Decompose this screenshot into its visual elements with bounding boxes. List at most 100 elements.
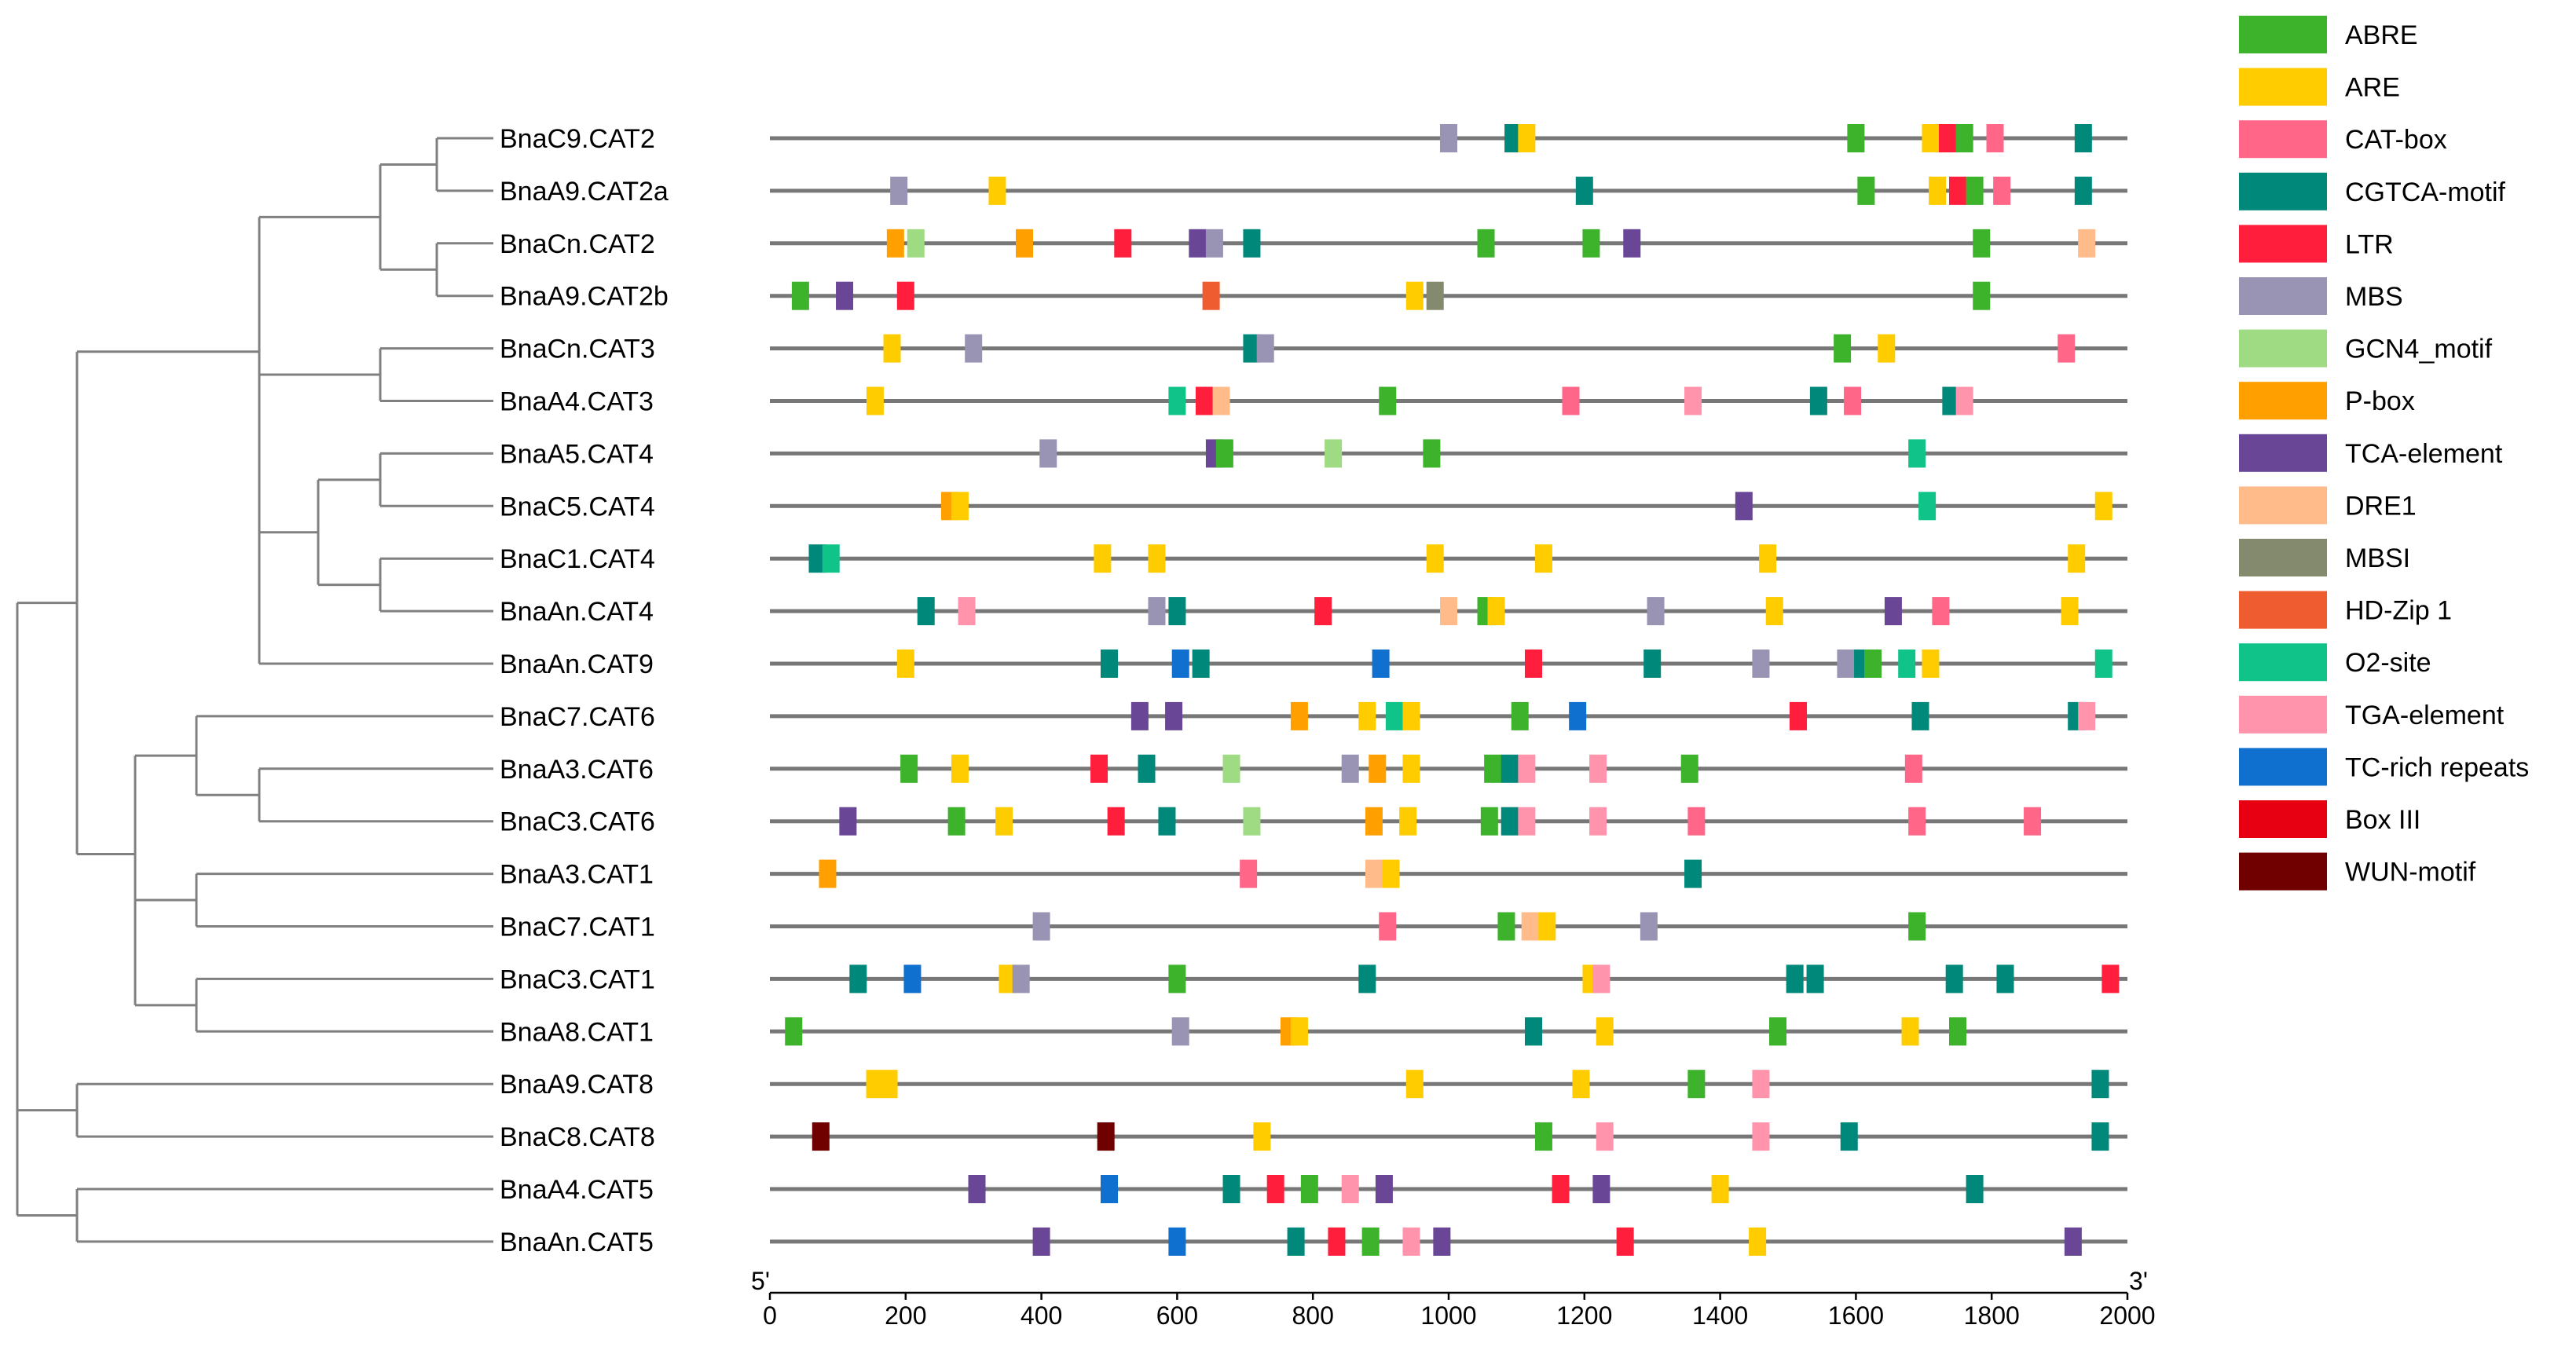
element-tga-element (2078, 701, 2096, 730)
legend-swatch-ltr (2239, 225, 2327, 263)
element-tga-element (1518, 807, 1536, 836)
legend-label-cgtca-motif: CGTCA-motif (2345, 177, 2506, 207)
element-tga-element (1589, 807, 1607, 836)
legend-swatch-mbs (2239, 277, 2327, 315)
element-abre (1857, 176, 1875, 205)
legend-label-tca-element: TCA-element (2345, 439, 2503, 469)
element-tc-rich-repeats (1101, 1175, 1118, 1203)
element-tca-element (1130, 701, 1149, 730)
gene-label-bnaan-cat9: BnaAn.CAT9 (500, 650, 654, 679)
element-cgtca-motif (1786, 964, 1804, 994)
element-are (1759, 544, 1777, 573)
element-ltr (1107, 807, 1125, 836)
element-dre1 (1521, 912, 1539, 941)
element-abre (1955, 124, 1973, 152)
element-o2-site (1898, 650, 1916, 678)
axis-tick-label: 200 (885, 1301, 926, 1330)
element-wun-motif (1097, 1122, 1115, 1151)
element-o2-site (1385, 701, 1403, 730)
element-tc-rich-repeats (1168, 1227, 1186, 1256)
element-abre (1379, 386, 1397, 415)
axis-tick-label: 0 (763, 1301, 777, 1330)
element-ltr (1525, 650, 1542, 678)
element-ltr (1949, 176, 1966, 205)
element-are (1518, 124, 1536, 152)
gene-label-bnaa5-cat4: BnaA5.CAT4 (500, 439, 654, 469)
element-ltr (1328, 1227, 1346, 1256)
axis-tick-label: 800 (1292, 1301, 1334, 1330)
gene-label-bnaa9-cat2a: BnaA9.CAT2a (500, 177, 669, 207)
element-dre1 (1365, 859, 1383, 888)
element-mbsi (1426, 281, 1444, 310)
element-cgtca-motif (1945, 964, 1963, 994)
element-abre (1973, 281, 1991, 310)
element-abre (1908, 912, 1926, 941)
element-cgtca-motif (1501, 807, 1519, 836)
legend-label-are: ARE (2345, 73, 2400, 103)
element-p-box (1290, 701, 1308, 730)
element-wun-motif (812, 1122, 830, 1151)
element-tga-element (958, 597, 976, 626)
element-abre (1484, 754, 1502, 783)
element-are (1538, 912, 1556, 941)
gene-label-bnaa9-cat2b: BnaA9.CAT2b (500, 282, 669, 312)
element-are (2068, 544, 2086, 573)
legend-swatch-tga-element (2239, 695, 2327, 734)
element-abre (1687, 1070, 1706, 1099)
element-cgtca-motif (808, 544, 826, 573)
element-tc-rich-repeats (1171, 650, 1189, 678)
gene-label-bnaa3-cat1: BnaA3.CAT1 (500, 860, 654, 890)
gene-label-bnac1-cat4: BnaC1.CAT4 (500, 544, 655, 574)
element-are (1765, 597, 1783, 626)
element-mbs (1148, 597, 1166, 626)
element-are (1749, 1227, 1767, 1256)
element-cgtca-motif (1287, 1227, 1305, 1256)
legend-swatch-gcn4-motif (2239, 329, 2327, 368)
element-are (1922, 124, 1940, 152)
element-tga-element (1518, 754, 1536, 783)
element-are (1596, 1017, 1614, 1046)
element-cat-box (1932, 597, 1950, 626)
element-tca-element (1433, 1227, 1451, 1256)
axis-tick-label: 2000 (2099, 1301, 2155, 1330)
element-ltr (1314, 597, 1332, 626)
element-abre (1582, 229, 1600, 258)
element-tca-element (1189, 229, 1207, 258)
element-cgtca-motif (917, 597, 935, 626)
legend-swatch-p-box (2239, 382, 2327, 420)
element-cgtca-motif (1158, 807, 1176, 836)
element-gcn4-motif (1243, 807, 1261, 836)
element-mbs (1440, 124, 1457, 152)
element-abre (1497, 912, 1515, 941)
phylogenetic-tree (16, 137, 493, 1243)
element-gcn4-motif (907, 229, 925, 258)
axis-tick-label: 1800 (1964, 1301, 2020, 1330)
element-ltr (1939, 124, 1957, 152)
element-cgtca-motif (1222, 1175, 1240, 1203)
element-tca-element (1592, 1175, 1610, 1203)
element-cgtca-motif (1138, 754, 1156, 783)
element-are (1402, 701, 1420, 730)
element-tca-element (2064, 1227, 2082, 1256)
element-cat-box (1908, 807, 1926, 836)
element-o2-site (1168, 386, 1186, 415)
element-abre (1300, 1175, 1318, 1203)
element-abre (1949, 1017, 1966, 1046)
axis-tick-label: 1400 (1692, 1301, 1748, 1330)
element-ltr (1616, 1227, 1634, 1256)
gene-label-bnaan-cat5: BnaAn.CAT5 (500, 1228, 654, 1257)
element-tca-element (1165, 701, 1183, 730)
legend-swatch-abre (2239, 16, 2327, 53)
legend-swatch-wun-motif (2239, 852, 2327, 891)
legend-label-hd-zip-1: HD-Zip 1 (2345, 596, 2452, 626)
element-are (1922, 650, 1940, 678)
element-are (951, 754, 969, 783)
element-tc-rich-repeats (1569, 701, 1587, 730)
element-tc-rich-repeats (903, 964, 922, 994)
gene-label-bnaa4-cat3: BnaA4.CAT3 (500, 387, 654, 417)
element-ltr (1090, 754, 1108, 783)
element-cgtca-motif (1575, 176, 1593, 205)
element-are (1382, 859, 1400, 888)
element-p-box (1016, 229, 1033, 258)
element-mbs (1256, 334, 1274, 363)
